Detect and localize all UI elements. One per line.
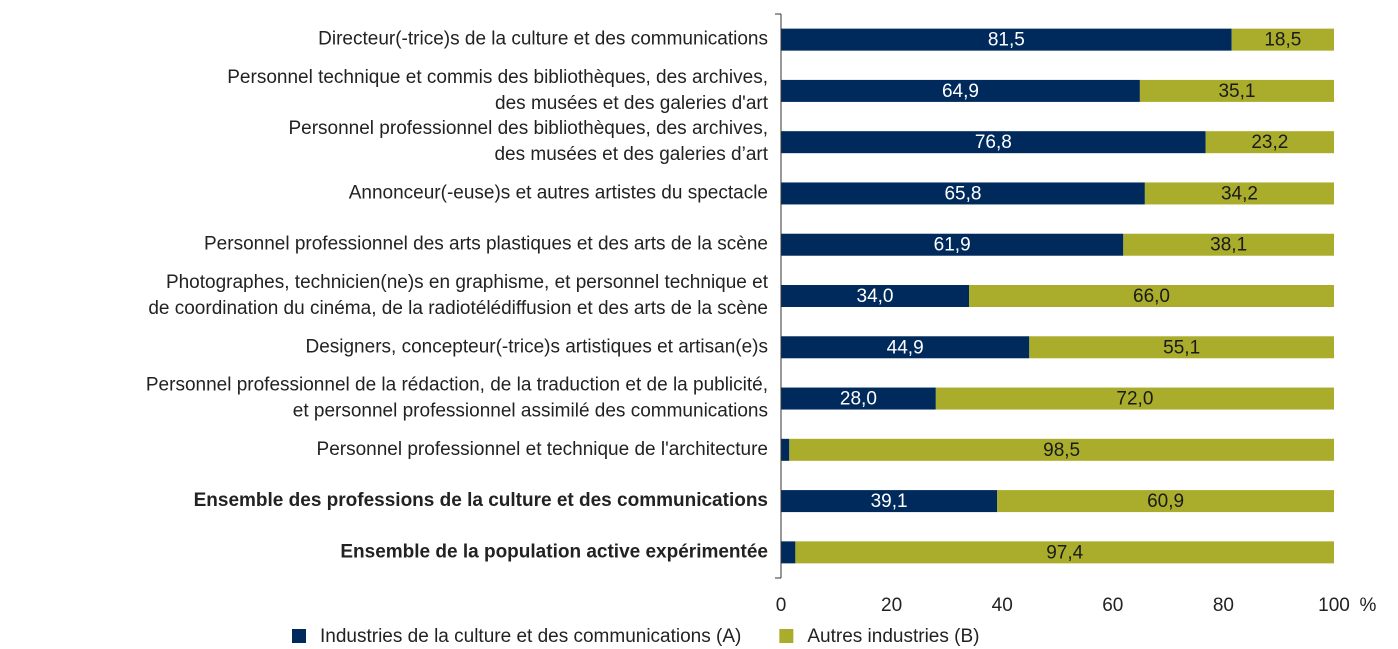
category-label: Directeur(-trice)s de la culture et des … [318,29,768,50]
category-label: Photographes, technicien(ne)s en graphis… [166,272,769,293]
x-axis-label: % [1360,595,1377,616]
bar-segment [935,387,1334,410]
category-label: Ensemble des professions de la culture e… [194,490,768,511]
bar-segment [781,336,1030,359]
bar-segment [781,131,1206,154]
value-label: 35,1 [1218,81,1255,102]
bar-segment [781,438,790,461]
bar-segment [781,182,1145,205]
bar-segment [781,79,1140,102]
category-label: Designers, concepteur(-trice)s artistiqu… [305,336,768,357]
x-tick-label: 80 [1213,595,1234,616]
category-label: Personnel professionnel des bibliothèque… [288,118,768,139]
value-label: 65,8 [944,183,981,204]
category-label: de coordination du cinéma, de la radioté… [148,298,768,319]
bar-segment [969,285,1334,307]
category-label: des musées et des galeries d’art [494,144,768,165]
value-label: 81,5 [988,30,1025,51]
x-tick-label: 40 [992,595,1013,616]
bar-segment [781,285,970,307]
legend-swatch [779,629,794,643]
bar-segment [1231,28,1334,51]
x-tick-label: 20 [881,595,902,616]
value-label: 34,2 [1221,183,1258,204]
category-label: Personnel professionnel des arts plastiq… [204,234,768,255]
value-label: 18,5 [1264,30,1301,51]
legend-label: Industries de la culture et des communic… [320,626,741,647]
value-label: 97,4 [1046,542,1083,563]
category-label: Ensemble de la population active expérim… [340,541,768,562]
value-label: 44,9 [887,337,924,358]
category-label: Personnel professionnel et technique de … [317,439,768,460]
bar-segment [1144,182,1334,205]
bar-segment [1139,79,1334,102]
value-label: 34,0 [857,286,894,307]
value-label: 76,8 [975,132,1012,153]
bar-segment [1029,336,1334,359]
value-label: 66,0 [1133,286,1170,307]
legend-swatch [292,629,306,643]
x-tick-label: 100 [1318,595,1350,616]
category-label: Annonceur(-euse)s et autres artistes du … [349,182,768,203]
value-label: 60,9 [1147,491,1184,512]
x-tick-label: 0 [776,595,787,616]
value-label: 39,1 [871,491,908,512]
bar-segment [1205,131,1334,154]
value-label: 38,1 [1210,235,1247,256]
bar-segment [795,541,1334,564]
bar-segment [781,28,1232,51]
legend-label: Autres industries (B) [807,626,979,647]
value-label: 72,0 [1116,389,1153,410]
x-tick-label: 60 [1102,595,1123,616]
value-label: 23,2 [1251,132,1288,153]
value-label: 55,1 [1163,337,1200,358]
bar-segment [1123,233,1334,256]
bar-segment [781,233,1124,256]
bar-segment [781,387,936,410]
category-label: des musées et des galeries d'art [495,93,769,114]
category-label: et personnel professionnel assimilé des … [293,401,768,422]
bar-segment [789,438,1334,461]
category-label: Personnel technique et commis des biblio… [227,67,768,88]
value-label: 28,0 [840,389,877,410]
category-label: Personnel professionnel de la rédaction,… [146,375,768,396]
bar-segment [997,490,1334,513]
value-label: 61,9 [934,235,971,256]
bar-segment [781,490,998,513]
value-label: 98,5 [1043,440,1080,461]
value-label: 64,9 [942,81,979,102]
bar-segment [781,541,796,564]
